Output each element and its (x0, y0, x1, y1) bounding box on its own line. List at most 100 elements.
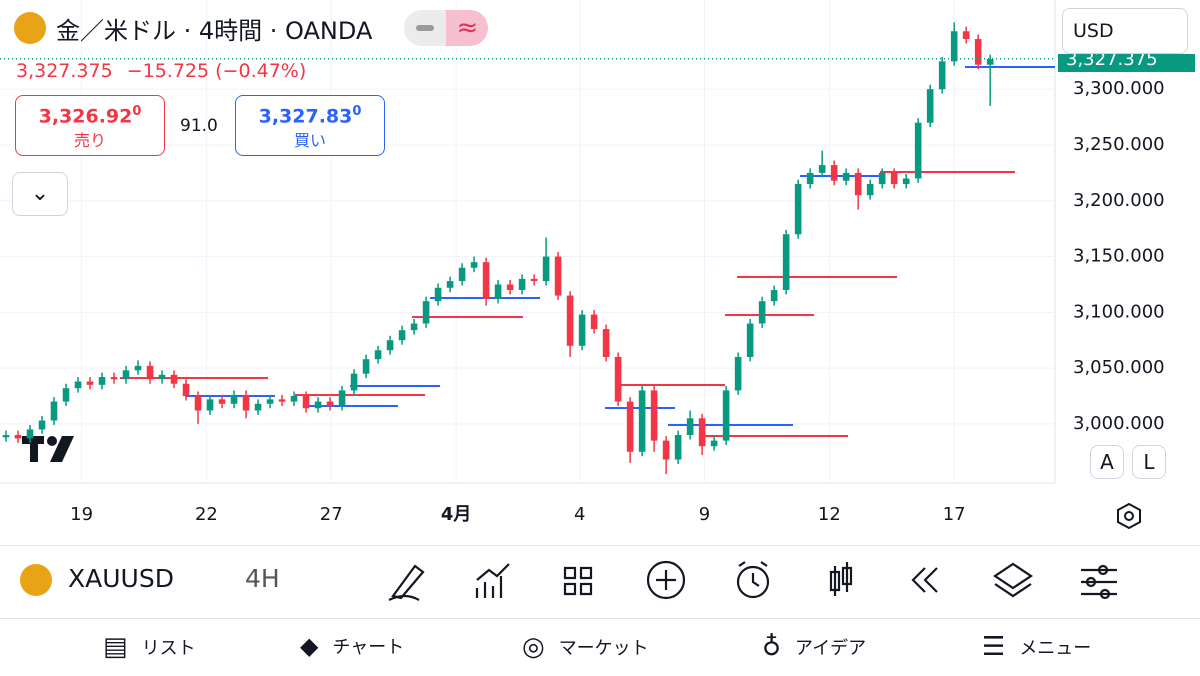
candle-body (914, 122, 922, 179)
candle-body (866, 184, 874, 196)
candle-body (818, 165, 826, 173)
candle-body (434, 287, 442, 302)
candle-body (266, 399, 274, 404)
candle-body (542, 256, 550, 282)
candle-body (74, 381, 82, 389)
y-tick-label: 3,250.000 (1073, 134, 1165, 155)
nav-label: チャート (332, 637, 405, 658)
candle-body (194, 395, 202, 411)
candle-body (518, 278, 526, 291)
candle-body (578, 314, 586, 346)
candle-body (806, 172, 814, 185)
candle-body (98, 377, 106, 385)
nav-label: マーケット (558, 638, 649, 659)
add-icon[interactable] (646, 560, 686, 600)
candle-body (770, 290, 778, 302)
candle-body (698, 418, 706, 447)
candle-body (530, 278, 538, 282)
candle-body (602, 329, 610, 357)
indicator-icon[interactable] (475, 563, 510, 598)
candle-body (38, 420, 46, 430)
buy-button[interactable]: 3,327.830 買い (235, 95, 385, 156)
candle-body (950, 31, 958, 62)
candle-body (206, 399, 214, 411)
candle-body (146, 365, 154, 380)
nav-menu[interactable]: ☰ メニュー (982, 632, 1092, 662)
candle-body (494, 284, 502, 299)
bottom-nav (0, 618, 1200, 676)
layout-icon[interactable] (563, 566, 593, 596)
candle-body (134, 365, 142, 371)
x-tick-label: 27 (320, 504, 343, 525)
candle-body (386, 340, 394, 351)
toolbar-interval[interactable]: 4H (245, 564, 280, 593)
candle-body (242, 394, 250, 411)
candle-body (854, 172, 862, 196)
draw-icon[interactable] (388, 564, 425, 601)
candle-body (314, 401, 322, 409)
last-price: 3,327.375 (16, 60, 113, 82)
x-tick-label: 22 (195, 504, 218, 525)
candle-body (710, 440, 718, 447)
auto-scale-button[interactable]: A (1090, 445, 1124, 479)
toggle-off[interactable] (404, 10, 447, 46)
buy-label: 買い (293, 131, 326, 151)
candle-body (350, 373, 358, 391)
candle-body (794, 184, 802, 235)
sell-label: 売り (73, 131, 106, 151)
candle-body (218, 399, 226, 404)
nav-ideas[interactable]: ♁ アイデア (762, 632, 867, 662)
candle-body (554, 256, 562, 296)
candle-body (566, 295, 574, 346)
candle-body (878, 172, 886, 185)
toggle-on[interactable]: ≈ (446, 10, 489, 46)
y-tick-label: 3,100.000 (1073, 301, 1165, 322)
candle-body (2, 435, 10, 438)
sell-price: 3,326.92 (38, 105, 133, 128)
symbol-title: 金／米ドル · 4時間 · OANDA (56, 16, 373, 45)
toolbar: XAUUSD 4H (0, 545, 1200, 618)
candle-body (926, 89, 934, 123)
candle-body (50, 401, 58, 421)
collapse-button[interactable]: ⌄ (12, 172, 68, 216)
sell-button[interactable]: 3,326.920 売り (15, 95, 165, 156)
candle-body (374, 350, 382, 360)
nav-market[interactable]: ◎ マーケット (522, 632, 649, 662)
candle-body (890, 172, 898, 185)
candle-body (686, 418, 694, 436)
candle-body (722, 390, 730, 441)
candle-body (170, 374, 178, 384)
candle-body (482, 262, 490, 299)
currency-select[interactable]: USD (1062, 8, 1188, 54)
layers-icon[interactable] (993, 562, 1033, 598)
alert-icon[interactable] (736, 565, 770, 599)
toolbar-symbol[interactable]: XAUUSD (68, 564, 174, 593)
nav-label: リスト (141, 638, 196, 659)
settings-icon[interactable] (1115, 502, 1143, 530)
grid (0, 0, 1055, 483)
candle-body (290, 395, 298, 402)
nav-chart[interactable]: ◆ チャート (300, 632, 405, 660)
candle-body (110, 377, 118, 380)
replay-icon[interactable] (911, 567, 938, 593)
candle-body (662, 440, 670, 460)
gold-icon (14, 12, 46, 44)
candle-body (182, 383, 190, 396)
candle-body (674, 435, 682, 460)
candle-body (938, 61, 946, 90)
mode-toggle[interactable]: ≈ (404, 10, 489, 46)
buy-price: 3,327.83 (258, 105, 353, 128)
x-tick-label: 9 (699, 504, 710, 525)
nav-list[interactable]: ▤ リスト (103, 632, 196, 662)
candle-body (638, 390, 646, 452)
candle-body (986, 59, 994, 65)
candle-body (758, 301, 766, 324)
chart-type-icon[interactable] (829, 562, 853, 596)
log-scale-button[interactable]: L (1132, 445, 1166, 479)
price-line: 3,327.375 −15.725 (−0.47%) (16, 60, 306, 82)
candle-body (398, 330, 406, 341)
candle-body (962, 31, 970, 40)
candle-body (62, 388, 70, 402)
candle-body (86, 381, 94, 385)
